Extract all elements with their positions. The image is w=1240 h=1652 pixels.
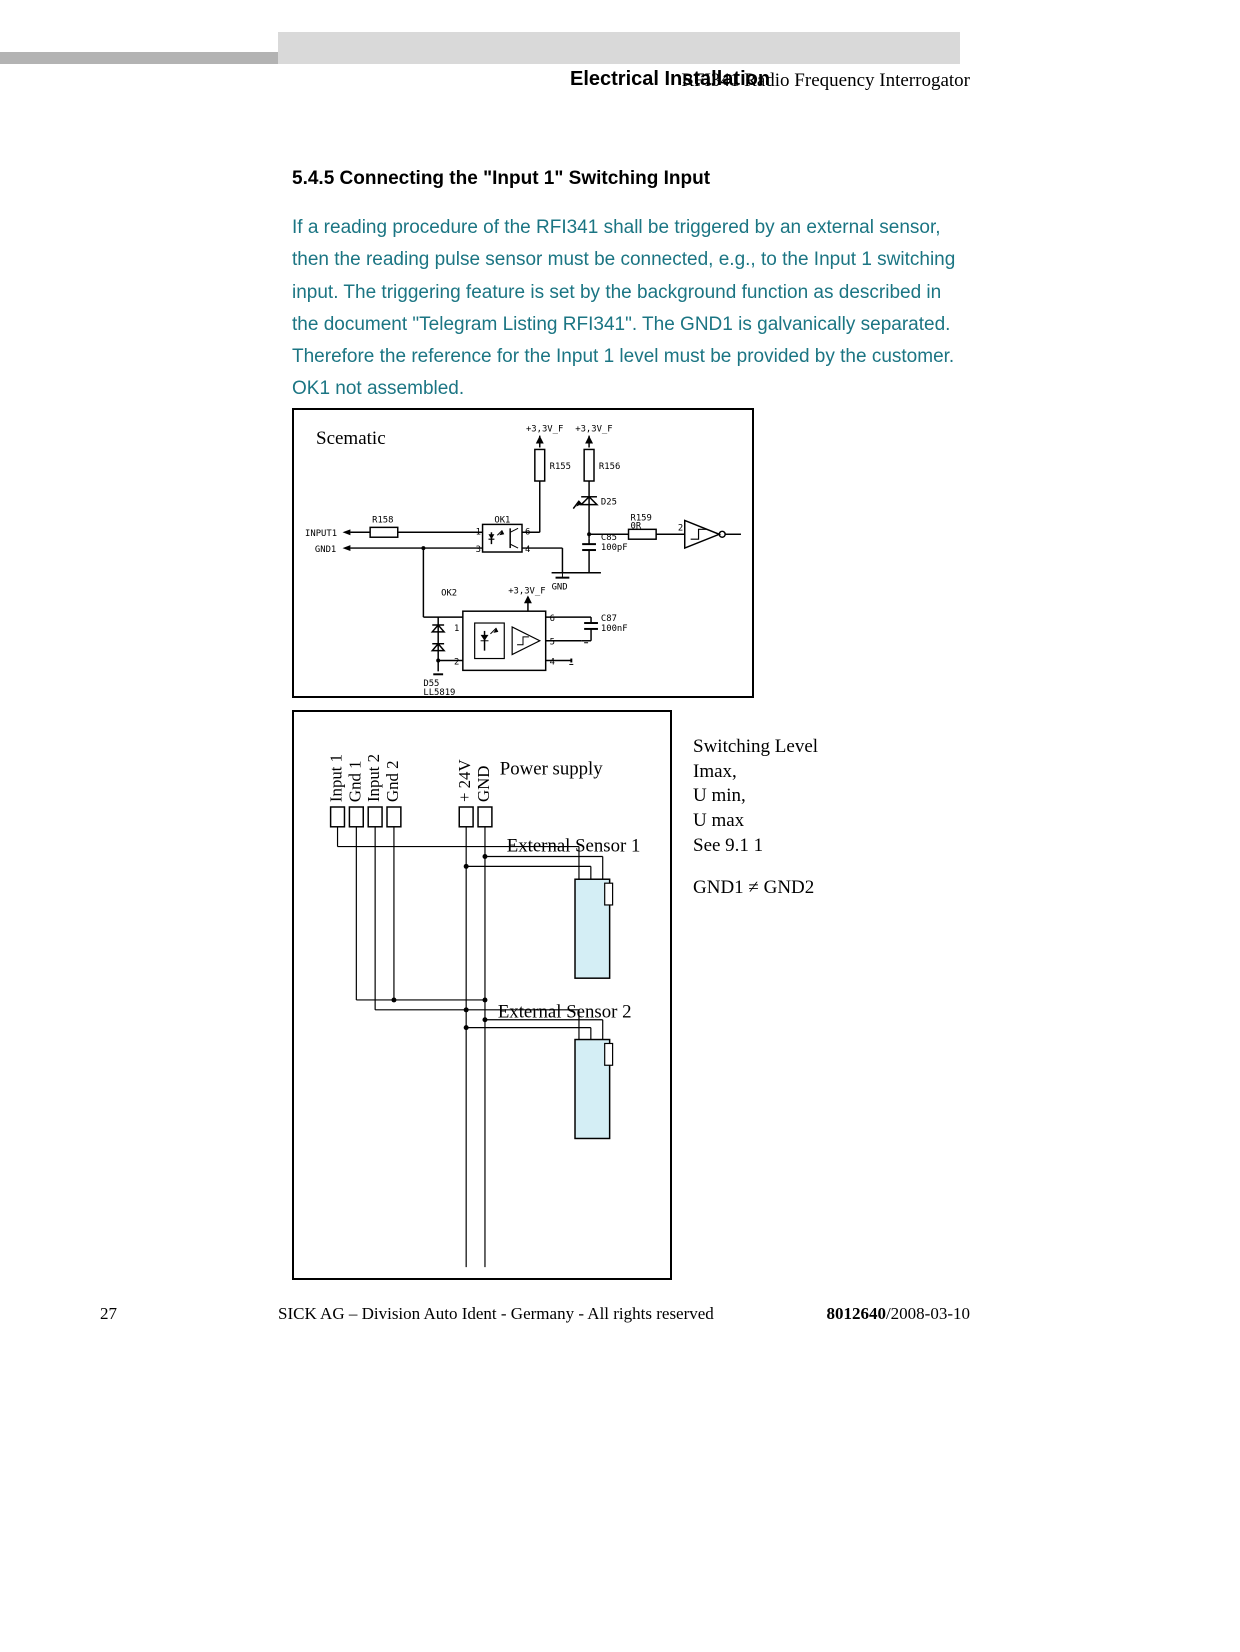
subsection-heading: 5.4.5 Connecting the "Input 1" Switching… [292, 168, 710, 190]
schematic-diagram: Scematic +3,3V_F +3,3V_F R155 R156 D25 I… [292, 408, 754, 698]
side-l1: Switching Level [693, 735, 818, 760]
footer-right: 8012640/2008-03-10 [826, 1304, 970, 1324]
c87-label: C87 [601, 614, 617, 624]
power-supply-label: Power supply [500, 758, 603, 779]
footer-center: SICK AG – Division Auto Ident - Germany … [278, 1304, 714, 1324]
svg-text:6: 6 [550, 614, 555, 624]
svg-text:4: 4 [550, 657, 555, 667]
r158-label: R158 [372, 515, 393, 525]
schematic-svg: +3,3V_F +3,3V_F R155 R156 D25 INPUT1 R15… [294, 410, 752, 696]
footer-docnum: 8012640 [826, 1304, 886, 1323]
r156-label: R156 [599, 462, 620, 472]
left-margin-bar [0, 52, 278, 64]
doc-title: RFI341 Radio Frequency Interrogator [681, 70, 970, 92]
r159-val: 0R [630, 521, 641, 531]
pin-gnd1: Gnd 1 [345, 760, 364, 802]
page-number: 27 [100, 1304, 117, 1324]
switching-level-text: Switching Level Imax, U min, U max See 9… [693, 735, 818, 901]
v33f-label-1: +3,3V_F [526, 425, 563, 435]
side-l4: U max [693, 809, 818, 834]
r155-label: R155 [550, 462, 571, 472]
svg-text:5: 5 [550, 638, 555, 648]
wiring-svg: Input 1 Gnd 1 Input 2 Gnd 2 + 24V GND Po… [294, 712, 670, 1278]
svg-text:3: 3 [476, 545, 481, 555]
pin-gnd: GND [474, 766, 493, 802]
svg-text:1: 1 [454, 624, 459, 634]
gnd1-label: GND1 [315, 545, 336, 555]
svg-text:2: 2 [678, 523, 683, 533]
side-l6: GND1 ≠ GND2 [693, 876, 818, 901]
d55-val: LL5819 [423, 688, 455, 696]
input1-label: INPUT1 [305, 529, 337, 539]
c87-val: 100nF [601, 624, 628, 634]
wiring-diagram: Input 1 Gnd 1 Input 2 Gnd 2 + 24V GND Po… [292, 710, 672, 1280]
svg-text:2: 2 [454, 657, 459, 667]
side-l5: See 9.1 1 [693, 834, 818, 859]
pin-gnd2: Gnd 2 [383, 760, 402, 802]
svg-text:1: 1 [476, 527, 481, 537]
v33f-label-3: +3,3V_F [508, 586, 545, 596]
d25-label: D25 [601, 498, 617, 508]
pin-24v: + 24V [455, 759, 474, 802]
v33f-label-2: +3,3V_F [575, 425, 612, 435]
footer-date: /2008-03-10 [886, 1304, 970, 1323]
ok2-label: OK2 [441, 588, 457, 598]
side-l3: U min, [693, 784, 818, 809]
side-l2: Imax, [693, 760, 818, 785]
pin-input1: Input 1 [326, 754, 345, 802]
c85-val: 100pF [601, 543, 628, 553]
svg-text:4: 4 [525, 545, 530, 555]
header-bar: Electrical Installation [278, 32, 960, 64]
pin-input2: Input 2 [364, 754, 383, 802]
gnd-label: GND [552, 582, 568, 592]
body-paragraph: If a reading procedure of the RFI341 sha… [292, 212, 970, 406]
page: Electrical Installation RFI341 Radio Fre… [0, 0, 1240, 1652]
